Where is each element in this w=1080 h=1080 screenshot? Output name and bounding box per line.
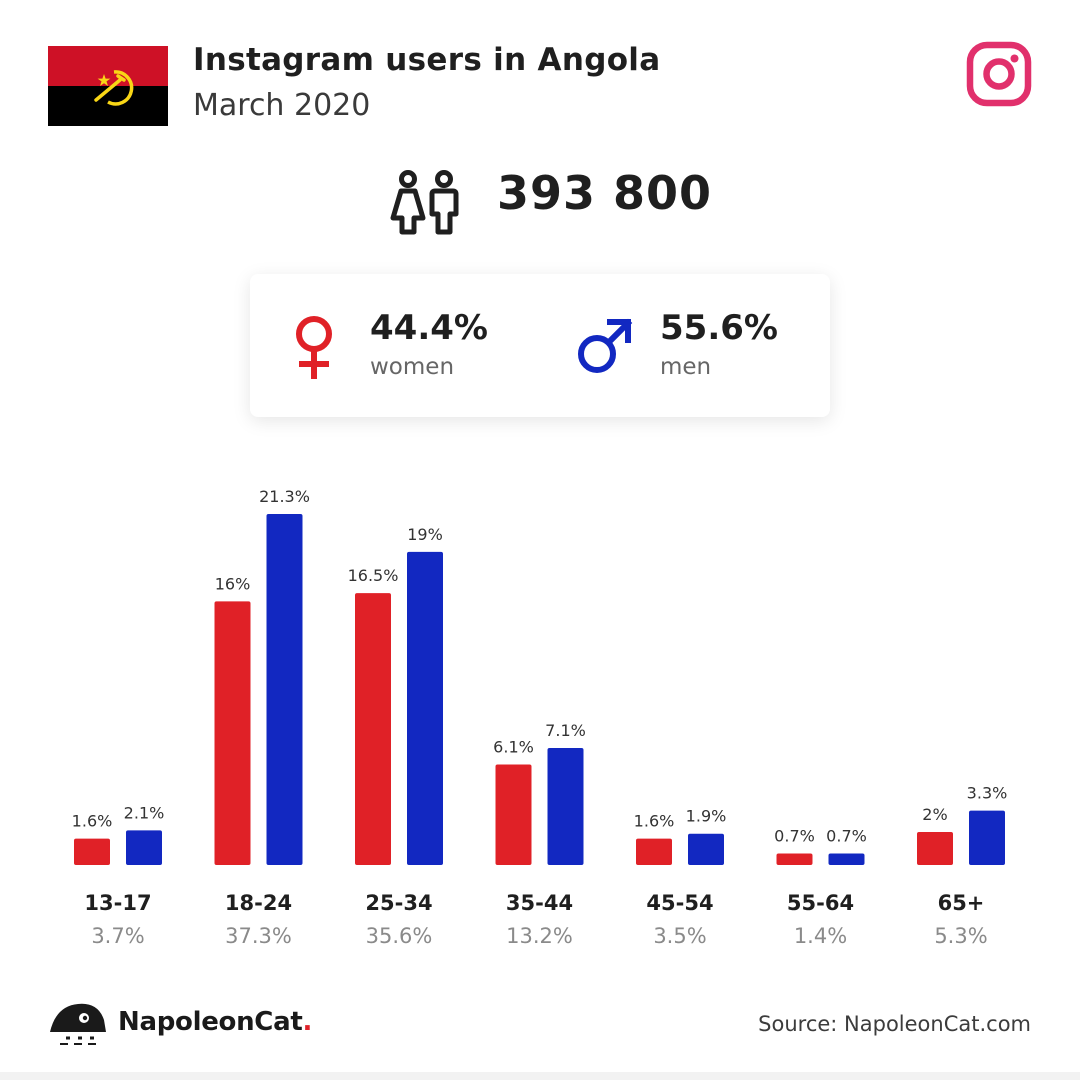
age-group-label-65+: 65+ xyxy=(938,891,985,915)
men-label: men xyxy=(660,354,712,380)
men-bar-55-64 xyxy=(828,853,865,865)
women-data-label-65+: 2% xyxy=(922,805,947,824)
age-group-label-55-64: 55-64 xyxy=(787,891,854,915)
age-group-total-45-54: 3.5% xyxy=(653,924,706,948)
age-group-total-35-44: 13.2% xyxy=(506,924,573,948)
age-group-label-18-24: 18-24 xyxy=(225,891,292,915)
age-group-total-65+: 5.3% xyxy=(934,924,987,948)
age-group-label-35-44: 35-44 xyxy=(506,891,573,915)
brand-dot: . xyxy=(302,1007,313,1037)
women-bar-35-44 xyxy=(495,764,532,865)
women-data-label-18-24: 16% xyxy=(215,574,251,593)
bottom-divider xyxy=(0,1072,1080,1080)
age-group-label-25-34: 25-34 xyxy=(365,891,432,915)
men-bar-25-34 xyxy=(407,551,443,865)
total-users-value: 393 800 xyxy=(497,166,713,220)
men-data-label-13-17: 2.1% xyxy=(124,803,165,822)
men-bar-35-44 xyxy=(547,748,584,865)
women-data-label-45-54: 1.6% xyxy=(634,812,675,831)
men-data-label-45-54: 1.9% xyxy=(686,807,727,826)
source-credit: Source: NapoleonCat.com xyxy=(758,1012,1031,1036)
men-bar-18-24 xyxy=(266,514,303,865)
male-symbol-icon xyxy=(578,318,633,373)
men-data-label-65+: 3.3% xyxy=(967,784,1008,803)
brand-text: NapoleonCat xyxy=(118,1007,303,1037)
women-bar-45-54 xyxy=(636,838,672,865)
women-bar-13-17 xyxy=(74,838,110,865)
female-symbol-icon xyxy=(296,316,332,379)
age-group-total-13-17: 3.7% xyxy=(91,924,144,948)
people-icon xyxy=(390,170,459,235)
angola-flag-icon xyxy=(48,46,168,126)
women-data-label-25-34: 16.5% xyxy=(348,566,399,585)
age-distribution-chart: 1.6% 2.1% 13-17 3.7% 16% 21.3% 18-24 37.3% 16.5%… xyxy=(72,487,1008,948)
women-bar-18-24 xyxy=(214,601,251,865)
age-group-label-45-54: 45-54 xyxy=(646,891,713,915)
men-data-label-35-44: 7.1% xyxy=(545,721,586,740)
men-bar-13-17 xyxy=(126,830,162,865)
page-subtitle: March 2020 xyxy=(193,88,371,123)
instagram-icon xyxy=(966,41,1032,107)
women-bar-25-34 xyxy=(355,593,391,865)
women-percentage: 44.4% xyxy=(370,308,488,348)
napoleoncat-logo-icon xyxy=(50,1003,106,1045)
age-group-total-18-24: 37.3% xyxy=(225,924,292,948)
men-data-label-25-34: 19% xyxy=(407,525,443,544)
men-percentage: 55.6% xyxy=(660,308,778,348)
men-data-label-18-24: 21.3% xyxy=(259,487,310,506)
age-group-total-25-34: 35.6% xyxy=(366,924,433,948)
gender-split-card: 44.4% women 55.6% men xyxy=(250,274,830,417)
brand-name: NapoleonCat. xyxy=(118,1007,312,1037)
women-bar-55-64 xyxy=(776,853,813,865)
men-data-label-55-64: 0.7% xyxy=(826,826,867,845)
women-data-label-55-64: 0.7% xyxy=(774,826,815,845)
page-title: Instagram users in Angola xyxy=(193,42,661,78)
men-bar-45-54 xyxy=(688,833,724,865)
age-group-label-13-17: 13-17 xyxy=(84,891,151,915)
men-bar-65+ xyxy=(969,810,1005,865)
age-group-total-55-64: 1.4% xyxy=(794,924,847,948)
women-data-label-35-44: 6.1% xyxy=(493,737,534,756)
women-data-label-13-17: 1.6% xyxy=(72,812,113,831)
women-bar-65+ xyxy=(917,832,953,865)
women-label: women xyxy=(370,354,455,380)
